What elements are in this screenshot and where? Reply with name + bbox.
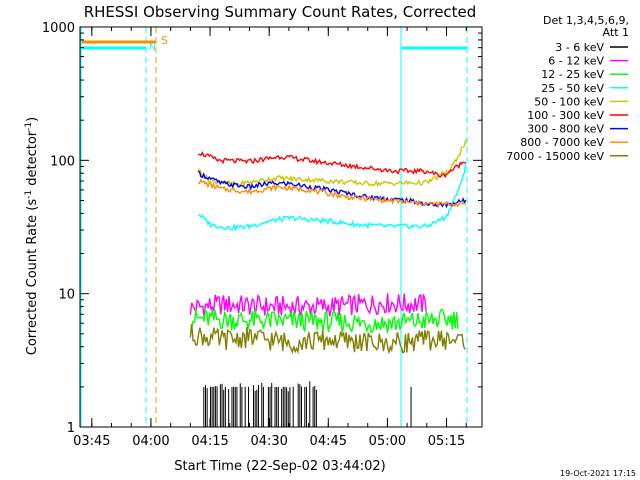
x-tick-label: 03:45 — [73, 434, 110, 449]
legend-entry-label: 300 - 800 keV — [527, 123, 604, 136]
y-tick-label: 1 — [67, 421, 75, 436]
y-axis-label: Corrected Count Rate (s-1 detector-1) — [24, 117, 40, 355]
y-tick-label: 10 — [58, 288, 75, 303]
y-tick-label: 1000 — [42, 21, 75, 36]
legend-entry-label: 3 - 6 keV — [555, 41, 604, 54]
legend-entry-label: 6 - 12 keV — [548, 55, 604, 68]
legend-entry-label: 7000 - 15000 keV — [506, 150, 604, 163]
series-line — [189, 323, 466, 355]
x-tick-label: 04:15 — [191, 434, 228, 449]
plot-frame — [79, 26, 483, 428]
x-tick-label: 05:00 — [369, 434, 406, 449]
series-line — [189, 293, 427, 318]
legend-entry-label: 50 - 100 keV — [534, 95, 604, 108]
plot-content: SN — [80, 27, 468, 427]
series-line — [189, 308, 459, 334]
footer-date: 19-Oct-2021 17:15 — [560, 469, 636, 478]
y-tick-label: 100 — [50, 154, 75, 169]
series-line — [197, 162, 467, 232]
series-line — [197, 170, 467, 209]
series-3-6-kev — [203, 381, 412, 427]
x-tick-label: 04:00 — [132, 434, 169, 449]
x-axis-ticks: 03:45 04:00 04:15 04:30 04:45 05:00 05:15 — [73, 27, 467, 449]
series-line — [197, 178, 467, 209]
legend-entry-label: 100 - 300 keV — [527, 109, 604, 122]
legend-entry-label: 25 - 50 keV — [541, 82, 604, 95]
series-line — [197, 139, 467, 189]
x-axis-label: Start Time (22-Sep-02 03:44:02) — [174, 459, 385, 474]
legend-entry-label: 12 - 25 keV — [541, 68, 604, 81]
x-tick-label: 05:15 — [428, 434, 465, 449]
x-tick-label: 04:30 — [250, 434, 287, 449]
x-tick-label: 04:45 — [310, 434, 347, 449]
legend-header: Det 1,3,4,5,6,9, — [543, 14, 629, 27]
attenuator-marker: S — [161, 34, 168, 47]
series-line — [198, 150, 467, 179]
chart-title: RHESSI Observing Summary Count Rates, Co… — [84, 3, 477, 21]
legend-header: Att 1 — [603, 26, 629, 39]
y-axis-ticks: 1 10 100 1000 — [42, 21, 482, 436]
legend-entry-label: 800 - 7000 keV — [520, 136, 604, 149]
night-marker: N — [149, 43, 156, 53]
